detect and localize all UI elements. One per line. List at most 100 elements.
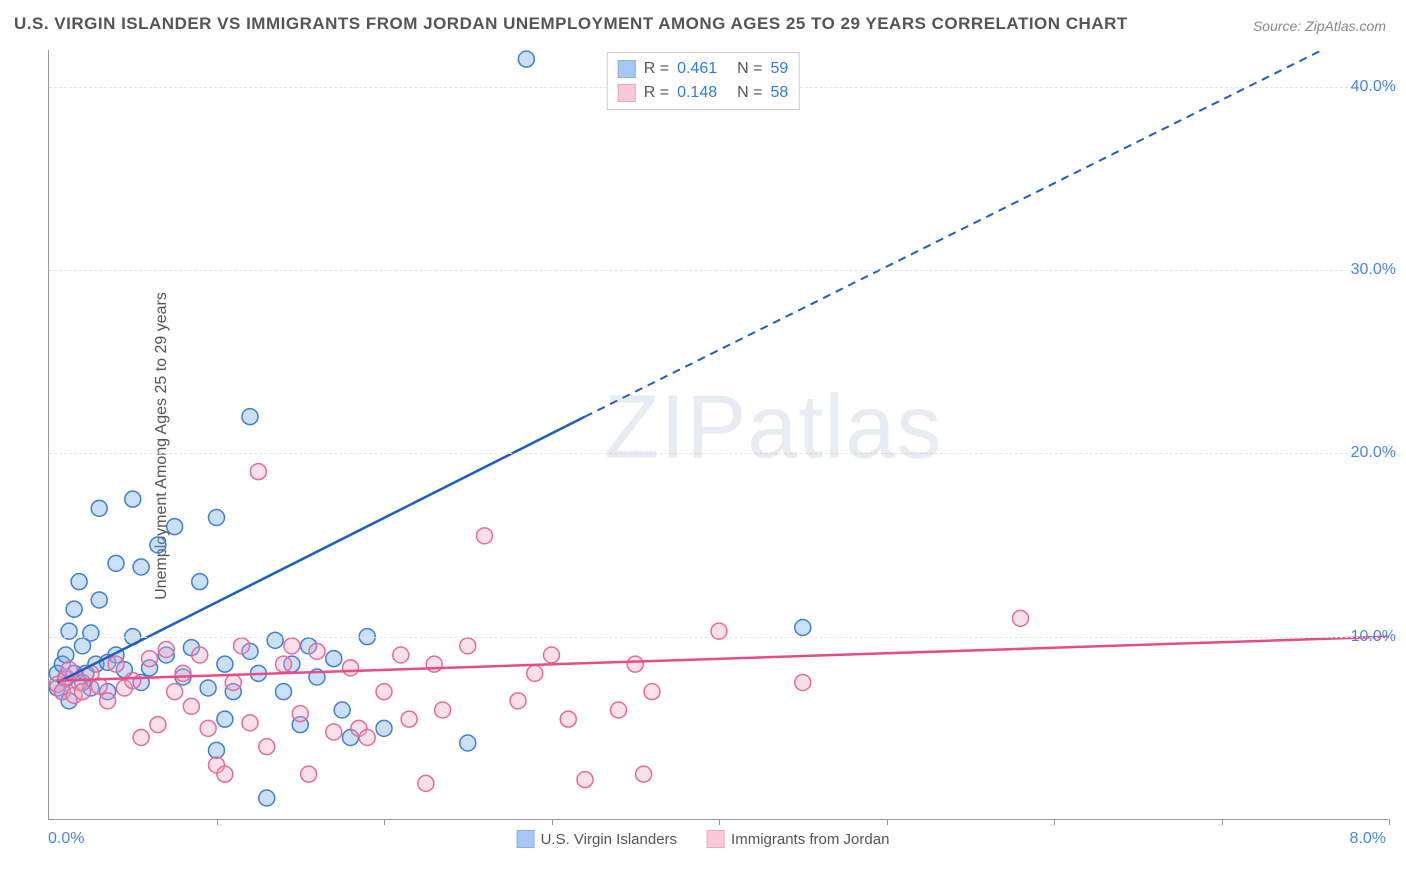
data-point	[518, 51, 534, 67]
data-point	[477, 528, 493, 544]
data-point	[225, 675, 241, 691]
gridline	[49, 637, 1388, 638]
x-tick	[384, 819, 385, 825]
r-label: R =	[644, 81, 669, 105]
x-axis-max-label: 8.0%	[1350, 830, 1386, 848]
data-point	[292, 706, 308, 722]
data-point	[250, 464, 266, 480]
data-point	[267, 632, 283, 648]
data-point	[108, 555, 124, 571]
gridline	[49, 270, 1388, 271]
data-point	[217, 711, 233, 727]
data-point	[309, 643, 325, 659]
trend-line	[57, 417, 585, 683]
data-point	[209, 742, 225, 758]
x-axis-min-label: 0.0%	[48, 830, 84, 848]
data-point	[393, 647, 409, 663]
trend-line	[57, 637, 1389, 681]
data-point	[66, 601, 82, 617]
r-label: R =	[644, 57, 669, 81]
legend-label: U.S. Virgin Islanders	[541, 831, 677, 848]
data-point	[259, 739, 275, 755]
data-point	[544, 647, 560, 663]
data-point	[58, 647, 74, 663]
data-point	[627, 656, 643, 672]
legend-label: Immigrants from Jordan	[731, 831, 889, 848]
data-point	[108, 656, 124, 672]
data-point	[133, 559, 149, 575]
n-value: 58	[770, 81, 788, 105]
r-value: 0.148	[677, 81, 717, 105]
data-point	[376, 684, 392, 700]
data-point	[527, 665, 543, 681]
legend-swatch	[618, 60, 636, 78]
data-point	[276, 656, 292, 672]
data-point	[636, 766, 652, 782]
data-point	[795, 675, 811, 691]
data-point	[167, 519, 183, 535]
data-point	[560, 711, 576, 727]
data-point	[150, 717, 166, 733]
data-point	[611, 702, 627, 718]
data-point	[234, 638, 250, 654]
data-point	[510, 693, 526, 709]
data-point	[183, 698, 199, 714]
scatter-plot-svg	[49, 50, 1388, 819]
data-point	[376, 720, 392, 736]
correlation-row: R =0.148N =58	[618, 81, 789, 105]
data-point	[644, 684, 660, 700]
data-point	[71, 574, 87, 590]
x-tick	[217, 819, 218, 825]
data-point	[192, 647, 208, 663]
data-point	[142, 651, 158, 667]
data-point	[1013, 610, 1029, 626]
data-point	[460, 735, 476, 751]
data-point	[133, 730, 149, 746]
data-point	[334, 702, 350, 718]
data-point	[359, 730, 375, 746]
data-point	[326, 724, 342, 740]
y-tick-label: 30.0%	[1351, 261, 1396, 279]
data-point	[301, 766, 317, 782]
data-point	[167, 684, 183, 700]
x-tick	[1054, 819, 1055, 825]
n-label: N =	[737, 57, 762, 81]
plot-area	[48, 50, 1388, 820]
data-point	[326, 651, 342, 667]
gridline	[49, 453, 1388, 454]
data-point	[577, 772, 593, 788]
data-point	[200, 720, 216, 736]
legend-item: U.S. Virgin Islanders	[517, 830, 677, 848]
data-point	[125, 491, 141, 507]
data-point	[401, 711, 417, 727]
data-point	[100, 693, 116, 709]
x-tick	[552, 819, 553, 825]
data-point	[158, 642, 174, 658]
data-point	[242, 715, 258, 731]
data-point	[435, 702, 451, 718]
data-point	[242, 409, 258, 425]
x-tick	[1222, 819, 1223, 825]
data-point	[209, 510, 225, 526]
n-value: 59	[770, 57, 788, 81]
x-tick	[719, 819, 720, 825]
chart-title: U.S. VIRGIN ISLANDER VS IMMIGRANTS FROM …	[14, 14, 1128, 34]
data-point	[426, 656, 442, 672]
legend-swatch	[707, 830, 725, 848]
data-point	[125, 673, 141, 689]
y-tick-label: 10.0%	[1351, 628, 1396, 646]
data-point	[175, 665, 191, 681]
data-point	[418, 775, 434, 791]
legend-item: Immigrants from Jordan	[707, 830, 889, 848]
data-point	[91, 500, 107, 516]
data-point	[200, 680, 216, 696]
chart-container: U.S. VIRGIN ISLANDER VS IMMIGRANTS FROM …	[0, 0, 1406, 892]
y-tick-label: 40.0%	[1351, 78, 1396, 96]
r-value: 0.461	[677, 57, 717, 81]
data-point	[284, 638, 300, 654]
data-point	[75, 684, 91, 700]
x-tick	[1389, 819, 1390, 825]
data-point	[192, 574, 208, 590]
data-point	[259, 790, 275, 806]
legend-top: R =0.461N =59R =0.148N =58	[607, 52, 800, 110]
